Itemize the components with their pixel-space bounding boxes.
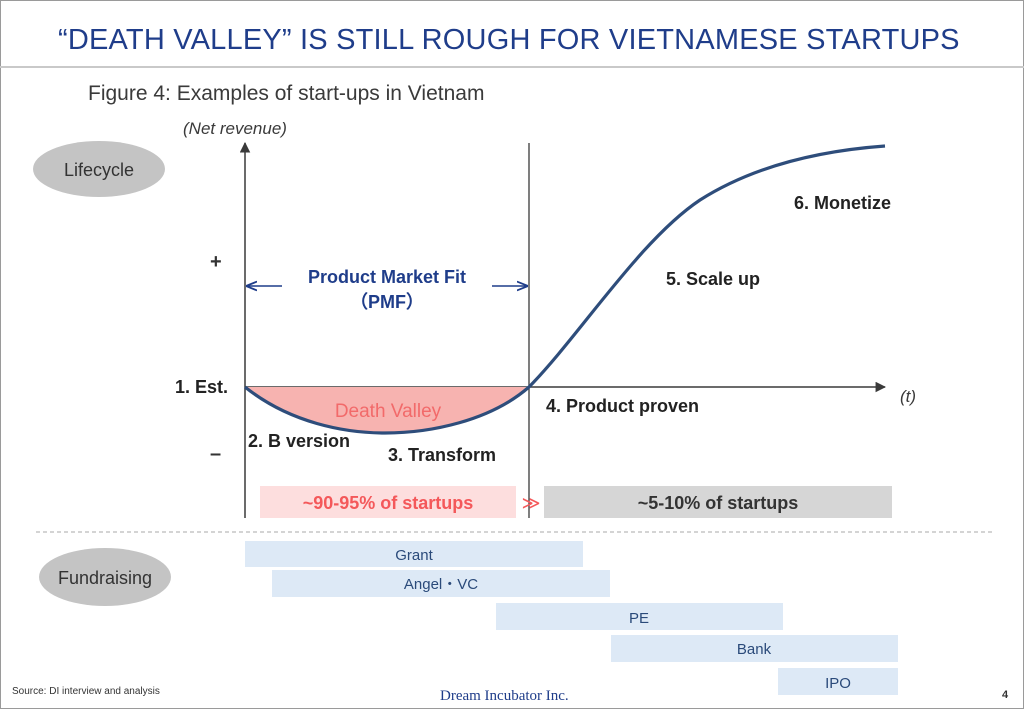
funding-bar-grant: [245, 541, 583, 567]
positive-sign: +: [210, 251, 222, 273]
funding-bar-ipo: [778, 668, 898, 695]
x-axis-label: (t): [900, 387, 916, 406]
fundraising-badge-label: Fundraising: [58, 568, 152, 588]
funding-bar-grant-label: Grant: [395, 547, 433, 564]
figure-caption: Figure 4: Examples of start-ups in Vietn…: [88, 82, 485, 105]
stage-label-monetize: 6. Monetize: [794, 193, 891, 213]
fundraising-badge: Fundraising: [39, 548, 171, 606]
title-divider: [0, 66, 1024, 68]
pmf-label: Product Market Fit: [308, 267, 466, 287]
share-separator-chevron: ≫: [522, 493, 541, 514]
source-note: Source: DI interview and analysis: [12, 686, 160, 697]
funding-bar-pe-label: PE: [629, 610, 649, 627]
funding-bar-pe: [496, 603, 783, 630]
success-share-box: [544, 486, 892, 518]
lifecycle-curve: [244, 144, 886, 435]
lifecycle-badge: Lifecycle: [33, 141, 165, 197]
funding-bar-bank: [611, 635, 898, 662]
success-share-label: ~5-10% of startups: [638, 493, 799, 513]
funding-bar-bank-label: Bank: [737, 641, 772, 658]
funding-bar-ipo-label: IPO: [825, 675, 851, 692]
pmf-label-abbrev: （PMF）: [350, 292, 424, 312]
negative-sign: –: [210, 443, 221, 465]
stage-label-scale-up: 5. Scale up: [666, 269, 760, 289]
stage-label-est: 1. Est.: [175, 377, 228, 397]
y-axis-label: (Net revenue): [183, 119, 287, 138]
death-valley-label: Death Valley: [335, 401, 442, 422]
stage-label-transform: 3. Transform: [388, 445, 496, 465]
failure-share-box: [260, 486, 516, 518]
funding-bar-angel-vc: [272, 570, 610, 597]
failure-share-label: ~90-95% of startups: [303, 493, 474, 513]
stage-label-product-proven: 4. Product proven: [546, 396, 699, 416]
funding-bar-angel-vc-label: Angel・VC: [404, 576, 478, 593]
lifecycle-badge-label: Lifecycle: [64, 160, 134, 180]
page-number: 4: [1002, 689, 1009, 701]
company-name: Dream Incubator Inc.: [440, 688, 569, 704]
slide-title: “DEATH VALLEY” IS STILL ROUGH FOR VIETNA…: [58, 24, 960, 56]
stage-label-b-version: 2. B version: [248, 431, 350, 451]
